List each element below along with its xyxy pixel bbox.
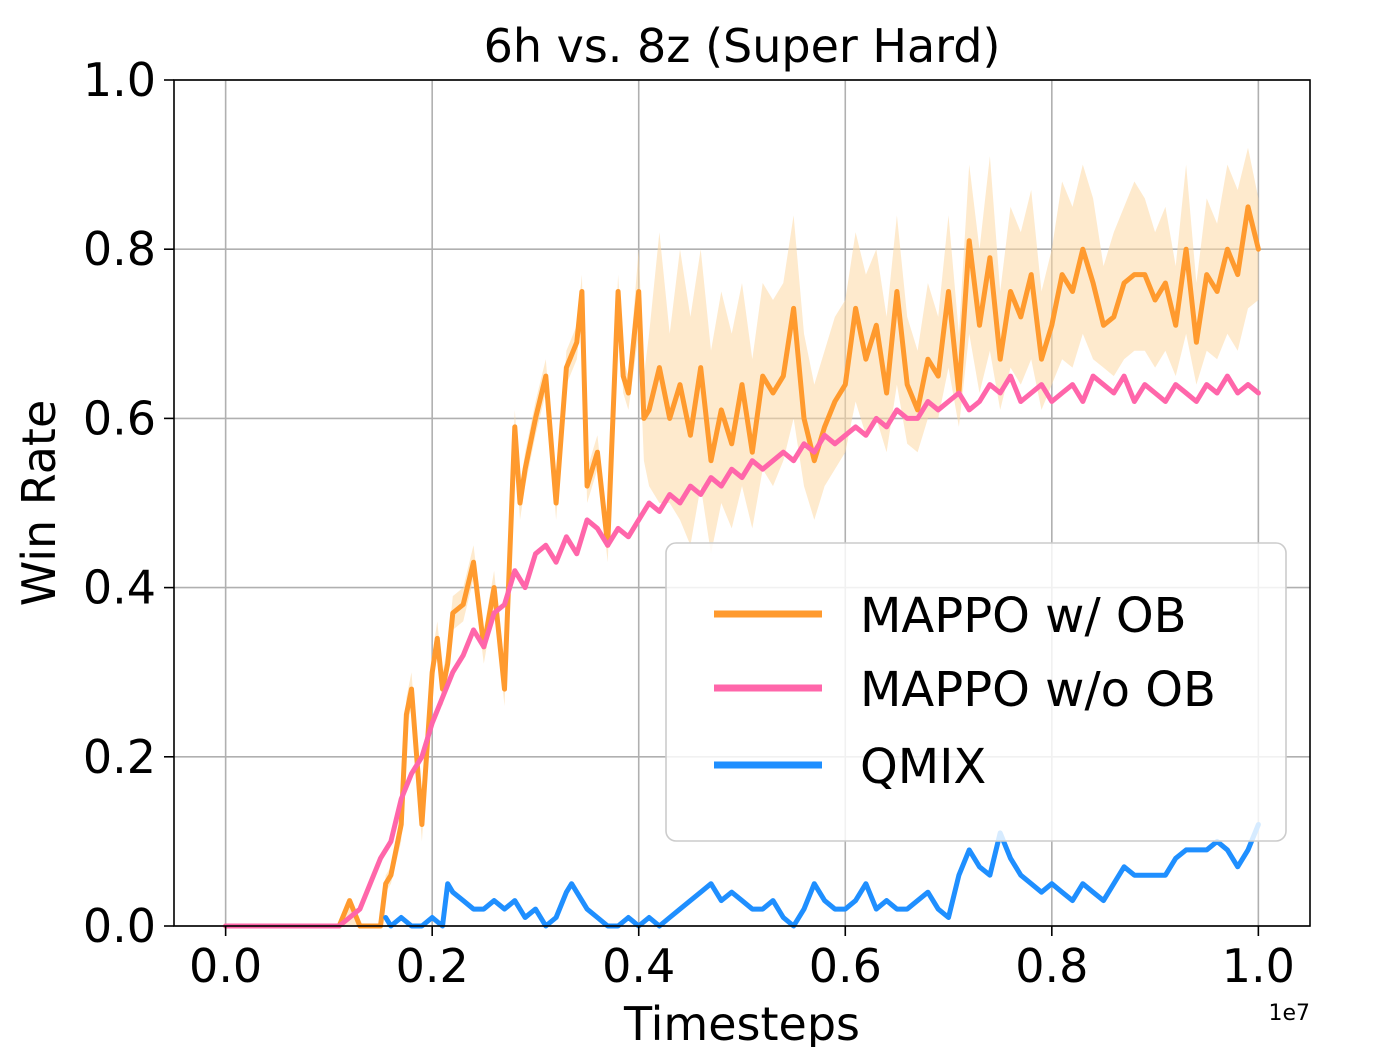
series-line-mappo-w-ob <box>223 204 1261 929</box>
x-tick-label: 0.8 <box>1015 939 1088 993</box>
x-tick-label: 0.6 <box>809 939 882 993</box>
series-line-qmix <box>383 822 1261 929</box>
series-lines <box>223 204 1261 929</box>
x-tick-label: 0.0 <box>189 939 262 993</box>
plot-frame <box>173 79 1311 927</box>
y-tick-label: 0.2 <box>83 730 156 784</box>
x-axis-label: Timesteps <box>623 997 860 1047</box>
legend-label-qmix: QMIX <box>860 739 986 795</box>
y-tick-label: 0.4 <box>83 561 156 615</box>
x-tick-label: 0.4 <box>602 939 675 993</box>
y-axis-label: Win Rate <box>12 400 66 607</box>
x-tick-label: 0.2 <box>396 939 469 993</box>
x-tick-label: 1.0 <box>1222 939 1295 993</box>
chart-title: 6h vs. 8z (Super Hard) <box>484 19 1001 73</box>
y-tick-label: 1.0 <box>83 53 156 107</box>
y-tick-label: 0.0 <box>83 899 156 953</box>
legend-label-mappo-no-ob: MAPPO w/o OB <box>860 662 1216 718</box>
y-tick-label: 0.6 <box>83 391 156 445</box>
y-axis-ticks: 0.0 0.2 0.4 0.6 0.8 1.0 <box>83 53 174 953</box>
x-axis-ticks: 0.0 0.2 0.4 0.6 0.8 1.0 <box>189 926 1295 993</box>
y-tick-label: 0.8 <box>83 222 156 276</box>
series-line-mappo-w-o-ob <box>223 373 1261 929</box>
x-axis-offset-label: 1e7 <box>1268 1001 1310 1026</box>
legend: MAPPO w/ OB MAPPO w/o OB QMIX <box>665 542 1287 842</box>
legend-label-mappo-ob: MAPPO w/ OB <box>860 588 1187 644</box>
